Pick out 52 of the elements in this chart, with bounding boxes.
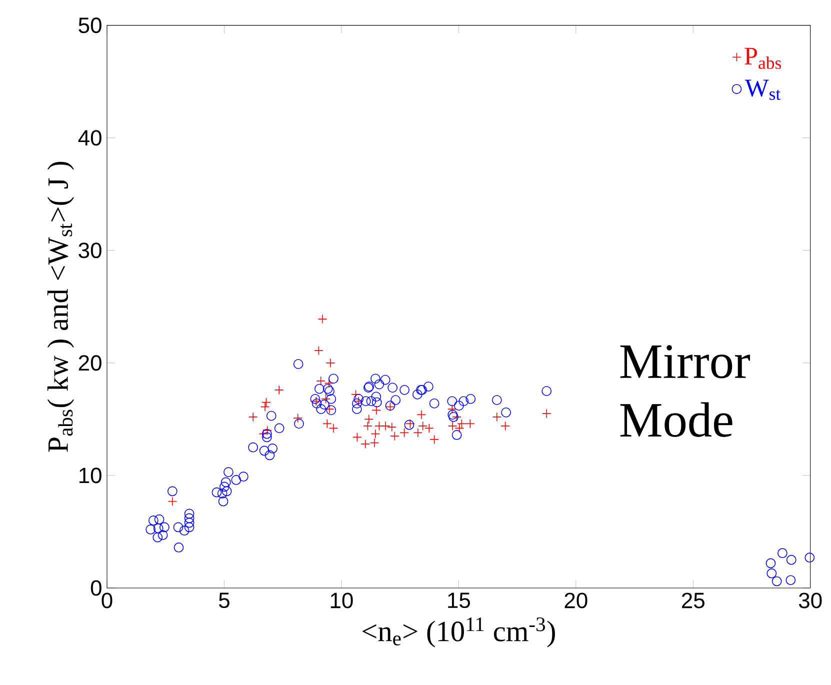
point: [318, 314, 328, 324]
point: [168, 496, 178, 506]
point: [262, 398, 271, 407]
annotation: Mirror Mode: [620, 345, 750, 437]
point: [374, 421, 384, 431]
point: [430, 434, 439, 444]
y-tick-label: 0: [90, 580, 102, 596]
point: [372, 406, 382, 415]
point: [258, 429, 268, 438]
point: [542, 408, 552, 418]
point: [370, 429, 380, 438]
point: [360, 439, 370, 449]
y-tick-label: 30: [78, 242, 102, 258]
point: [465, 419, 475, 428]
x-axis-title: <n$_{e}$> (10$^{11}$ cm$^{-3}$): [362, 617, 555, 648]
x-tick-label: 15: [448, 592, 470, 608]
point: [416, 410, 426, 420]
y-axis-title: P$_{abs}$( kw ) and <W$_{st}$>( J ): [47, 162, 74, 452]
y-tick-label: 20: [78, 355, 102, 371]
point: [370, 438, 380, 448]
point: [492, 412, 502, 422]
point: [418, 421, 428, 431]
point: [260, 402, 270, 412]
point: [274, 385, 284, 395]
y-tick-label: 50: [78, 18, 102, 34]
legend-label: W$_{st}$: [744, 80, 781, 100]
y-tick-label: 40: [78, 130, 102, 146]
point: [380, 421, 390, 431]
y-tick-label: 10: [79, 468, 102, 484]
x-tick-label: 25: [682, 592, 704, 608]
point: [363, 421, 372, 431]
point: [316, 376, 326, 386]
point: [248, 412, 258, 422]
point: [500, 421, 510, 431]
point: [326, 358, 336, 368]
x-tick-label: 20: [564, 592, 588, 608]
point: [454, 424, 464, 433]
point: [413, 428, 423, 438]
x-tick-label: 5: [218, 592, 230, 608]
point: [448, 421, 458, 431]
point: [314, 346, 324, 356]
point: [262, 426, 272, 436]
legend-label: P$_{abs}$: [744, 48, 781, 69]
point: [387, 422, 397, 432]
point: [424, 424, 434, 433]
x-tick-label: 0: [102, 592, 112, 608]
point: [352, 432, 362, 442]
point: [390, 431, 400, 441]
point: [364, 414, 374, 424]
x-tick-label: 10: [330, 592, 353, 608]
point: [400, 428, 409, 438]
x-tick-label: 30: [798, 592, 822, 608]
